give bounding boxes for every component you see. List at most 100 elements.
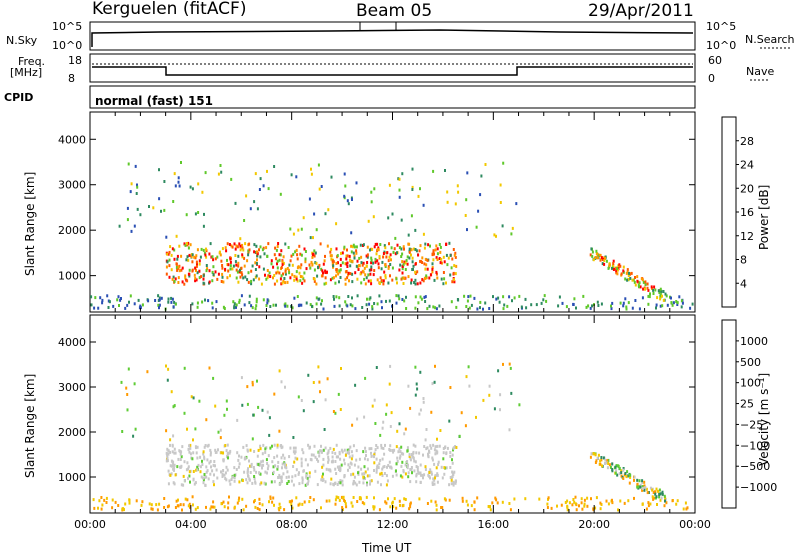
scatter-cell xyxy=(425,447,428,451)
scatter-cell xyxy=(451,257,454,261)
scatter-cell xyxy=(322,463,325,467)
scatter-cell xyxy=(488,307,491,310)
scatter-cell xyxy=(352,472,355,476)
scatter-cell xyxy=(382,252,385,255)
scatter-cell xyxy=(398,246,401,250)
scatter-cell xyxy=(408,256,411,260)
scatter-cell xyxy=(197,182,200,186)
scatter-cell xyxy=(438,304,441,308)
scatter-cell xyxy=(237,465,240,469)
scatter-cell xyxy=(304,260,307,264)
scatter-cell xyxy=(183,366,186,370)
scatter-cell xyxy=(658,488,661,492)
scatter-cell xyxy=(622,467,625,470)
scatter-cell xyxy=(434,452,437,456)
scatter-cell xyxy=(407,384,410,388)
scatter-cell xyxy=(317,365,320,369)
colorbar-tick-label: 24 xyxy=(740,159,754,172)
scatter-cell xyxy=(172,405,175,409)
scatter-cell xyxy=(174,184,177,188)
scatter-cell xyxy=(351,504,354,508)
scatter-cell xyxy=(316,457,318,461)
nave-label: Nave xyxy=(746,65,775,78)
scatter-cell xyxy=(199,470,202,474)
scatter-cell xyxy=(396,429,399,433)
scatter-cell xyxy=(330,460,333,464)
scatter-cell xyxy=(240,271,243,275)
scatter-cell xyxy=(408,454,411,458)
scatter-cell xyxy=(165,429,168,433)
scatter-cell xyxy=(351,454,354,458)
scatter-cell xyxy=(456,184,459,188)
scatter-cell xyxy=(355,458,358,462)
scatter-cell xyxy=(366,297,368,301)
scatter-cell xyxy=(388,460,391,464)
scatter-cell xyxy=(341,507,344,511)
scatter-cell xyxy=(491,501,494,505)
scatter-cell xyxy=(327,458,330,462)
scatter-cell xyxy=(275,271,278,275)
scatter-cell xyxy=(126,218,129,222)
scatter-cell xyxy=(222,458,225,462)
scatter-cell xyxy=(370,200,373,204)
scatter-cell xyxy=(419,471,422,475)
scatter-cell xyxy=(313,212,316,216)
scatter-cell xyxy=(373,453,376,457)
scatter-cell xyxy=(180,455,183,459)
scatter-cell xyxy=(172,305,175,309)
scatter-cell xyxy=(286,470,289,474)
scatter-cell xyxy=(596,256,599,260)
scatter-cell xyxy=(123,508,125,512)
scatter-cell xyxy=(99,296,102,300)
scatter-cell xyxy=(380,267,383,271)
scatter-cell xyxy=(280,475,283,479)
scatter-cell xyxy=(133,382,136,386)
scatter-cell xyxy=(228,451,231,455)
scatter-cell xyxy=(403,277,406,280)
scatter-cell xyxy=(323,428,326,431)
scatter-cell xyxy=(652,292,655,295)
scatter-cell xyxy=(352,480,355,484)
scatter-cell xyxy=(365,254,368,258)
scatter-cell xyxy=(243,219,246,222)
scatter-cell xyxy=(222,451,224,455)
scatter-cell xyxy=(435,272,438,276)
scatter-cell xyxy=(618,472,621,476)
scatter-cell xyxy=(341,479,344,483)
scatter-cell xyxy=(189,443,192,447)
scatter-cell xyxy=(167,300,170,304)
scatter-cell xyxy=(395,445,398,449)
scatter-cell xyxy=(337,496,340,500)
scatter-cell xyxy=(387,265,390,269)
scatter-cell xyxy=(370,261,373,265)
scatter-cell xyxy=(662,298,665,302)
scatter-cell xyxy=(193,482,196,486)
scatter-cell xyxy=(336,254,339,258)
scatter-cell xyxy=(499,201,502,204)
scatter-cell xyxy=(451,280,454,284)
scatter-cell xyxy=(662,290,665,293)
scatter-cell xyxy=(599,507,602,511)
scatter-cell xyxy=(335,268,338,272)
scatter-cell xyxy=(432,477,435,481)
scatter-cell xyxy=(277,242,280,245)
scatter-cell xyxy=(424,267,427,271)
scatter-cell xyxy=(413,459,416,463)
scatter-cell xyxy=(203,455,206,459)
scatter-cell xyxy=(382,447,385,450)
scatter-cell xyxy=(389,263,392,266)
scatter-cell xyxy=(363,502,366,506)
scatter-cell xyxy=(607,266,610,270)
scatter-cell xyxy=(213,483,215,487)
scatter-cell xyxy=(607,462,610,465)
scatter-cell xyxy=(202,452,205,456)
beam-title: Beam 05 xyxy=(356,1,433,21)
scatter-cell xyxy=(375,470,378,474)
ytick-label: 3000 xyxy=(58,179,86,192)
scatter-cell xyxy=(239,275,242,279)
scatter-cell xyxy=(116,298,119,302)
scatter-cell xyxy=(288,455,291,459)
scatter-cell xyxy=(466,503,469,507)
scatter-cell xyxy=(138,306,141,310)
scatter-cell xyxy=(631,278,634,282)
